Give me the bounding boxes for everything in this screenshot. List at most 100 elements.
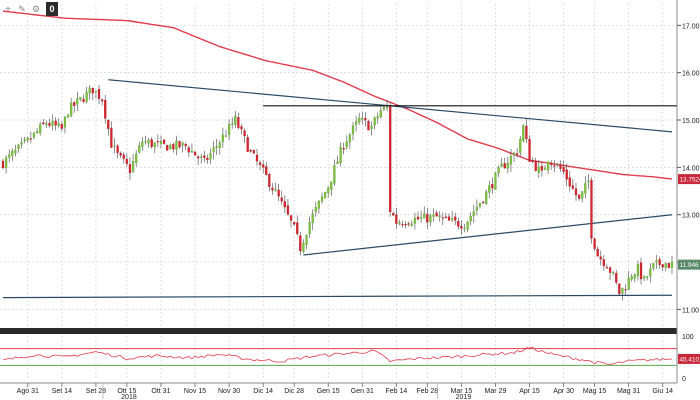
candle-body [280,197,283,202]
candle-body [401,224,404,226]
time-tick-label: Apr 15 [519,388,540,395]
last-price-badge: 11.946 [680,262,700,269]
candle-body [599,256,602,260]
candle-body [175,140,178,150]
candle-body [252,150,255,154]
oscillator-layer [2,346,673,365]
candle-body [364,117,367,121]
candle-body [500,163,503,167]
candle-body [664,263,667,268]
candle-body [491,184,494,189]
candle-body [94,90,98,92]
candle-body [135,153,138,163]
candle-body [274,189,277,192]
candle-body [79,97,82,100]
candle-body [587,180,590,183]
candle-body [450,218,454,221]
candle-body [116,145,119,153]
time-tick-label: Ago 31 [17,388,39,395]
candle-body [646,276,649,278]
candle-body [289,215,293,221]
candle-body [413,218,417,224]
candle-body [615,272,618,283]
zero-badge-icon[interactable]: 0 [46,2,58,16]
candle-body [314,207,317,213]
candle-body [54,120,57,126]
candle-body [302,242,305,252]
candle-body [178,141,181,148]
candle-body [447,216,451,221]
time-tick-label: Feb 14 [385,388,407,395]
candle-body [478,203,482,207]
candle-body [231,123,234,125]
candle-body [639,262,643,280]
candle-body [389,106,392,213]
candle-body [193,151,197,156]
candle-body [283,201,286,208]
candle-body [602,259,605,267]
candle-body [70,102,73,117]
candle-body [26,137,29,141]
pencil-icon[interactable]: ✎ [18,4,26,14]
candle-body [299,235,302,252]
candle-body [481,201,485,203]
candle-body [88,87,91,94]
candle-body [376,116,379,119]
candle-body [317,200,321,209]
candle-body [398,222,401,225]
settings-icon[interactable]: ⚙ [31,4,41,14]
candle-body [537,166,540,173]
candle-body [494,172,497,190]
candle-body [66,114,70,118]
oscillator-axis: 100 0 [682,334,694,383]
candle-body [104,99,107,119]
time-tick-label: Mag 31 [617,388,640,395]
candle-body [82,98,85,102]
year-label: 2019 [456,394,472,400]
candle-body [367,121,370,131]
time-tick-label: Dic 28 [284,388,304,395]
candle-body [590,179,593,239]
candle-body [512,152,516,156]
candle-body [444,216,448,218]
candle-body [327,187,330,194]
chart-toolbar: ⌖ ✎ ⚙ 0 [0,0,58,18]
candle-body [636,264,640,277]
candle-body [60,123,63,129]
candle-body [525,125,528,140]
candle-body [670,261,674,268]
candle-body [546,161,550,171]
candle-body [243,130,246,137]
candle-body [128,164,132,174]
ma-value-badge: 13.7524 [680,177,700,184]
candle-body [531,160,534,162]
candle-body [221,134,225,143]
candle-body [240,126,243,130]
candle-body [51,120,54,126]
oscillator-tick-label: 100 [682,334,694,341]
candle-body [209,153,212,160]
candle-body [658,259,661,265]
candle-body [212,147,215,153]
main-grid [0,4,677,326]
candle-body [516,153,519,155]
candle-body [463,228,466,230]
candle-body [571,185,575,189]
pin-icon[interactable]: ⌖ [5,4,11,14]
candle-body [574,188,578,196]
candle-body [100,99,104,102]
candle-body [159,141,163,144]
candle-body [534,160,537,171]
price-tick-label: 11.00 [682,307,699,314]
time-tick-label: Nov 15 [184,388,206,395]
price-tick-label: 15.00 [682,118,700,125]
candle-body [392,213,395,216]
candle-body [667,263,671,269]
candle-body [652,262,655,269]
candle-body [150,139,153,147]
candle-body [407,223,410,225]
candle-body [469,215,472,222]
candle-body [97,89,101,99]
candle-body [503,163,506,169]
candle-body [296,222,299,234]
